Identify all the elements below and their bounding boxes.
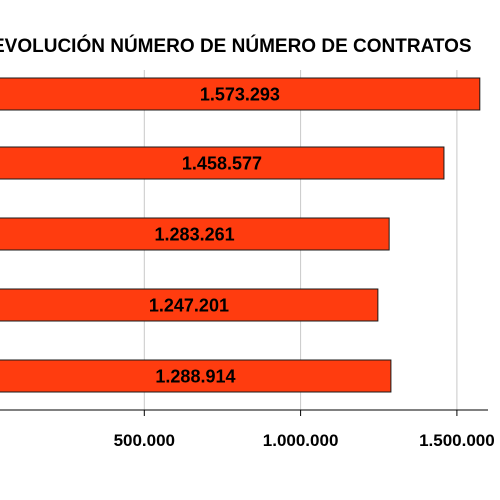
bar-value-label: 1.573.293 (200, 85, 280, 105)
bar (0, 288, 379, 322)
bar-value-label: 1.288.914 (155, 367, 235, 387)
x-tick-label: 1.500.000 (419, 431, 495, 450)
x-tick-label: 500.000 (114, 431, 175, 450)
chart-title: EVOLUCIÓN NÚMERO DE NÚMERO DE CONTRATOS (0, 35, 472, 57)
bar (0, 217, 390, 251)
bar (0, 146, 445, 180)
bar-value-label: 1.458.577 (182, 154, 262, 174)
bars: 1.573.293 1.458.577 1.283.261 1.247.201 1.28… (0, 77, 481, 393)
bar (0, 359, 392, 393)
x-tick-label: 1.000.000 (263, 431, 339, 450)
bar (0, 77, 481, 111)
bar-value-label: 1.247.201 (149, 296, 229, 316)
x-tick-labels: 500.000 1.000.000 1.500.000 (114, 410, 495, 450)
bar-value-label: 1.283.261 (155, 225, 235, 245)
